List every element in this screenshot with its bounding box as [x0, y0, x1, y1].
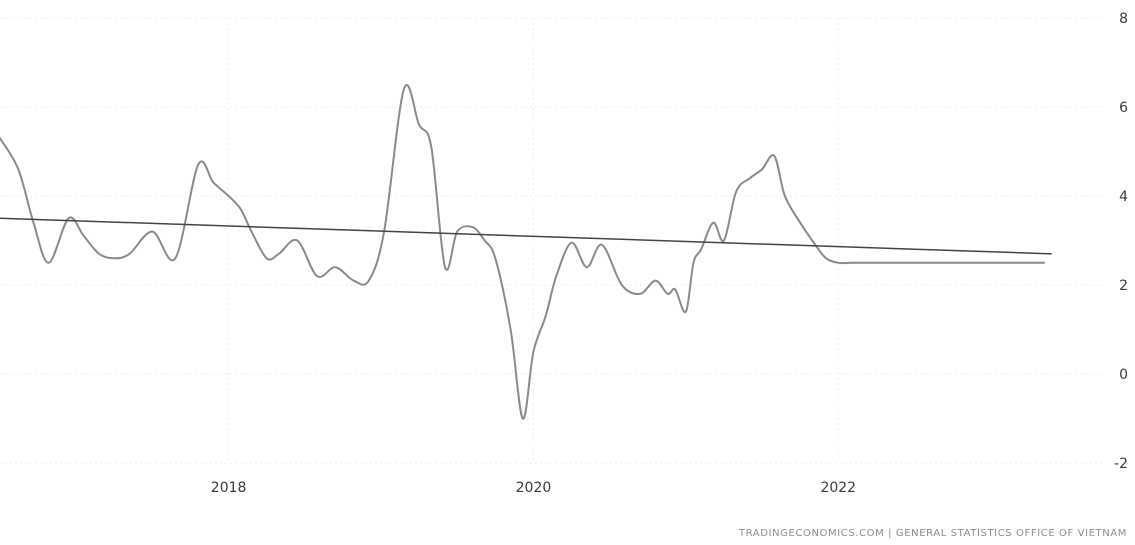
trendline: [0, 217, 1052, 255]
y-tick-label: 0: [1119, 367, 1128, 383]
x-tick-label: 2022: [820, 480, 856, 496]
series-line: [0, 84, 1045, 420]
y-tick-label: -2: [1114, 456, 1128, 472]
y-tick-label: 2: [1119, 278, 1128, 294]
series-layer: [0, 84, 1045, 420]
y-tick-label: 6: [1119, 100, 1128, 116]
trendline-layer: [0, 217, 1052, 255]
y-tick-label: 4: [1119, 189, 1128, 205]
y-tick-label: 8: [1119, 11, 1128, 27]
x-tick-label: 2020: [516, 480, 552, 496]
y-axis: 8 6 4 2 0 -2: [1114, 11, 1128, 472]
source-label: TRADINGECONOMICS.COM | GENERAL STATISTIC…: [738, 528, 1127, 539]
x-axis: 2018 2020 2022: [211, 480, 856, 496]
grid: [0, 17, 1105, 464]
x-tick-label: 2018: [211, 480, 247, 496]
